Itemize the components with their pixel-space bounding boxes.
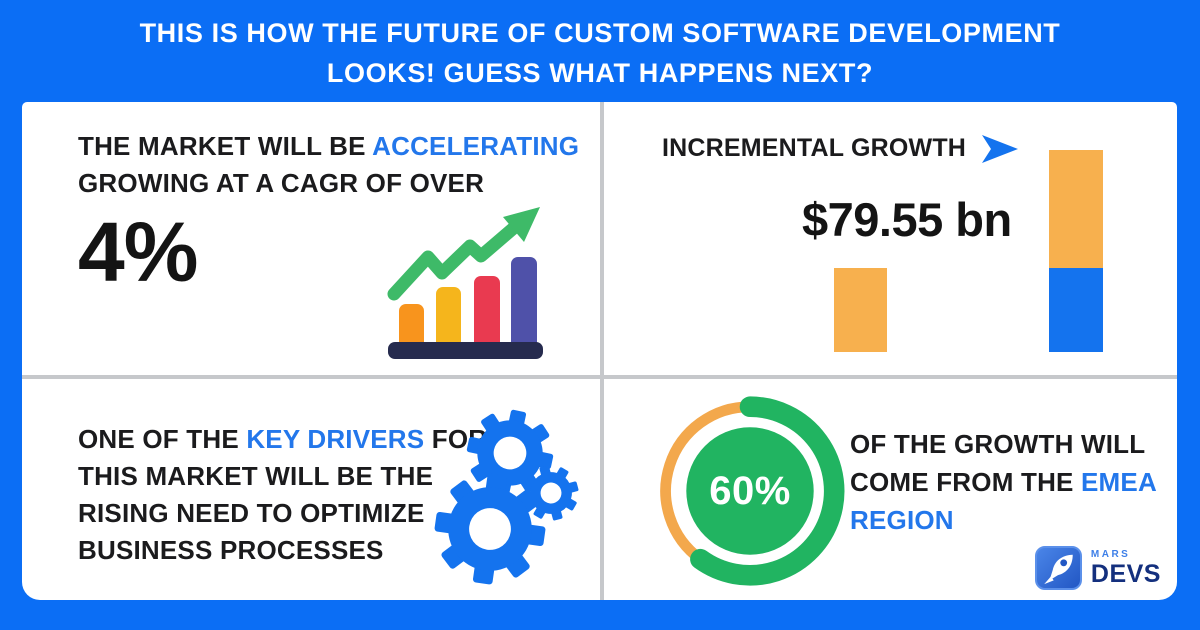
emea-statement: OF THE GROWTH WILL COME FROM THE EMEA RE… xyxy=(850,429,1156,535)
key-drivers-line3: RISING NEED TO OPTIMIZE xyxy=(78,498,425,528)
key-drivers-statement: ONE OF THE KEY DRIVERS FOR THIS MARKET W… xyxy=(78,421,487,569)
key-drivers-line2: THIS MARKET WILL BE THE xyxy=(78,461,434,491)
horizontal-divider xyxy=(22,375,1177,379)
cagr-value: 4% xyxy=(78,205,198,299)
market-statement-line1: THE MARKET WILL BE ACCELERATING xyxy=(78,131,580,161)
quadrant-incremental-growth: INCREMENTAL GROWTH $79.55 bn xyxy=(604,102,1177,375)
marsdevs-logo: MARS DEVS xyxy=(1034,546,1161,590)
growth-segment-orange xyxy=(1049,150,1103,268)
incremental-growth-row: INCREMENTAL GROWTH xyxy=(662,134,1019,163)
quadrant-key-drivers: ONE OF THE KEY DRIVERS FOR THIS MARKET W… xyxy=(22,379,600,600)
marsdevs-logo-text: MARS DEVS xyxy=(1090,548,1161,588)
future-market-bar xyxy=(1049,150,1103,352)
current-market-bar xyxy=(834,268,887,352)
content-card: THE MARKET WILL BE ACCELERATING GROWING … xyxy=(22,102,1177,600)
base-segment-blue xyxy=(1049,268,1103,352)
incremental-growth-value: $79.55 bn xyxy=(802,193,1012,246)
vertical-divider xyxy=(600,102,604,600)
header-banner: THIS IS HOW THE FUTURE OF CUSTOM SOFTWAR… xyxy=(0,0,1200,102)
growth-bar-chart-icon xyxy=(387,207,543,359)
key-drivers-line4: BUSINESS PROCESSES xyxy=(78,535,384,565)
gears-icon xyxy=(432,401,589,589)
emea-percent-label: 60% xyxy=(709,468,791,513)
incremental-growth-label: INCREMENTAL GROWTH xyxy=(662,134,967,162)
emea-highlight: EMEA REGION xyxy=(850,467,1156,535)
market-statement-line2: GROWING AT A CAGR OF OVER xyxy=(78,168,485,198)
key-drivers-highlight: KEY DRIVERS xyxy=(246,424,425,454)
rocket-icon xyxy=(1044,554,1074,585)
logo-brand-bottom: DEVS xyxy=(1090,559,1161,588)
logo-brand-top: MARS xyxy=(1090,548,1131,560)
key-drivers-line1: ONE OF THE KEY DRIVERS FOR xyxy=(78,424,488,454)
accelerating-highlight: ACCELERATING xyxy=(372,131,580,161)
header-title-line2: LOOKS! GUESS WHAT HAPPENS NEXT? xyxy=(326,57,874,88)
marsdevs-logo-mark xyxy=(1034,546,1082,590)
header-title-line1: THIS IS HOW THE FUTURE OF CUSTOM SOFTWAR… xyxy=(139,17,1061,48)
right-arrow-icon xyxy=(982,134,1019,163)
emea-donut-chart xyxy=(660,396,845,586)
quadrant-emea-share: 60% OF THE GROWTH WILL COME FROM THE EME… xyxy=(604,379,1177,600)
quadrant-market-cagr: THE MARKET WILL BE ACCELERATING GROWING … xyxy=(22,102,600,375)
market-statement: THE MARKET WILL BE ACCELERATING GROWING … xyxy=(78,128,579,202)
